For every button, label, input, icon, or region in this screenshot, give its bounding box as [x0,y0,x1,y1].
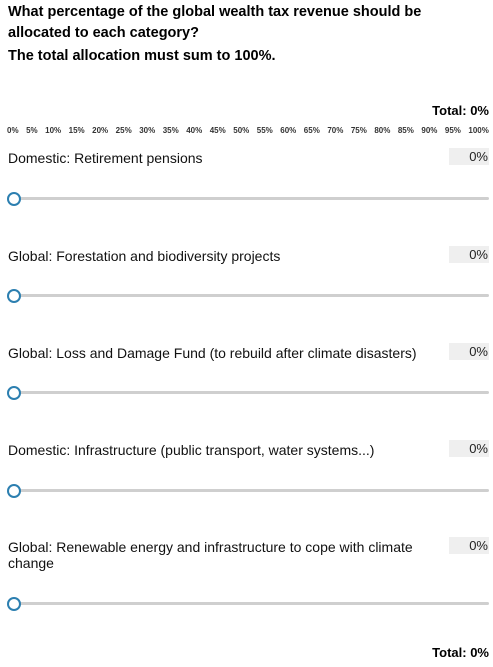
scale-label: 35% [162,126,179,135]
question-line-1: What percentage of the global wealth tax… [8,4,422,20]
scale-label: 100% [468,126,489,135]
item-value-box[interactable]: 0% [449,440,489,457]
total-top: Total: 0% [432,103,489,118]
slider-thumb[interactable] [7,597,21,611]
slider-track[interactable] [14,489,489,492]
scale-label: 75% [350,126,367,135]
scale-label: 25% [115,126,132,135]
scale-label: 90% [421,126,438,135]
slider-thumb[interactable] [7,192,21,206]
slider-track[interactable] [14,391,489,394]
scale-label: 80% [374,126,391,135]
item-value-box[interactable]: 0% [449,148,489,165]
item-value-box[interactable]: 0% [449,246,489,263]
scale-label: 50% [233,126,250,135]
scale-label: 45% [209,126,226,135]
scale-label: 30% [139,126,156,135]
scale-label: 85% [397,126,414,135]
slider-thumb[interactable] [7,484,21,498]
item-label: Global: Forestation and biodiversity pro… [8,248,281,264]
scale-label: 40% [186,126,203,135]
question-instruction: The total allocation must sum to 100%. [8,48,276,64]
slider-track[interactable] [14,294,489,297]
scale-label: 5% [26,126,38,135]
scale-label: 95% [444,126,461,135]
item-label: Domestic: Infrastructure (public transpo… [8,442,375,458]
scale-label: 20% [92,126,109,135]
item-label: Global: Renewable energy and infrastruct… [8,539,413,571]
total-bottom: Total: 0% [432,645,489,660]
scale-label: 0% [7,126,19,135]
slider-track[interactable] [14,602,489,605]
item-label: Domestic: Retirement pensions [8,150,203,166]
scale-label: 55% [256,126,273,135]
percent-scale: 0% 5% 10% 15% 20% 25% 30% 35% 40% 45% 50… [7,126,489,136]
scale-label: 10% [45,126,62,135]
slider-thumb[interactable] [7,386,21,400]
scale-label: 65% [303,126,320,135]
scale-label: 70% [327,126,344,135]
scale-label: 60% [280,126,297,135]
question-text: What percentage of the global wealth tax… [8,2,478,67]
item-value-box[interactable]: 0% [449,343,489,360]
item-value-box[interactable]: 0% [449,537,489,554]
item-label: Global: Loss and Damage Fund (to rebuild… [8,345,417,361]
slider-thumb[interactable] [7,289,21,303]
question-line-2: allocated to each category? [8,25,199,41]
slider-track[interactable] [14,197,489,200]
scale-label: 15% [68,126,85,135]
